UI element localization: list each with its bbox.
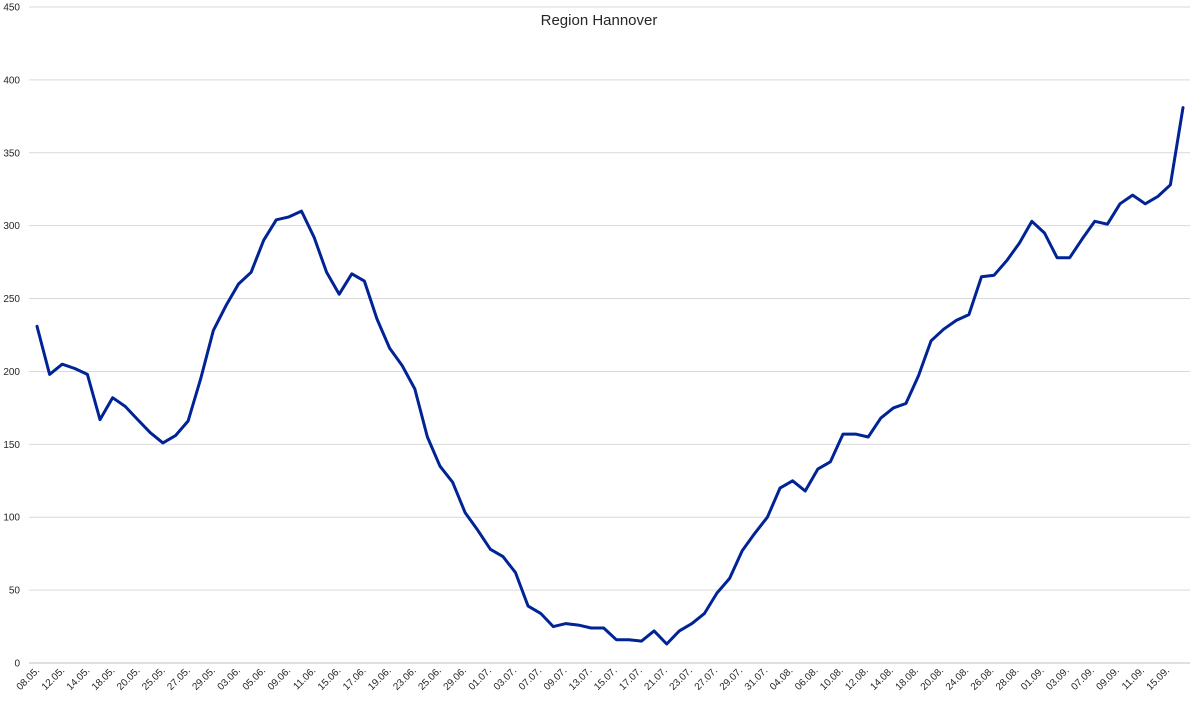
y-tick-label: 50: [9, 586, 21, 597]
y-tick-label: 350: [3, 148, 20, 159]
x-tick-label: 06.08.: [793, 665, 820, 692]
x-tick-label: 09.09.: [1094, 665, 1121, 692]
x-axis-tick-labels: 08.05.12.05.14.05.18.05.20.05.25.05.27.0…: [15, 665, 1172, 692]
y-tick-label: 300: [3, 221, 20, 232]
x-tick-label: 13.07.: [567, 665, 594, 692]
x-tick-label: 03.09.: [1044, 665, 1071, 692]
x-tick-label: 18.05.: [90, 665, 117, 692]
x-tick-label: 03.07.: [492, 665, 519, 692]
x-tick-label: 21.07.: [642, 665, 669, 692]
y-axis-tick-labels: 0 50 100 150 200 250 300 350 400 450: [3, 3, 20, 670]
chart-title: Region Hannover: [541, 12, 658, 29]
x-tick-label: 10.08.: [818, 665, 845, 692]
x-tick-label: 20.08.: [919, 665, 946, 692]
x-tick-label: 29.07.: [718, 665, 745, 692]
y-tick-label: 200: [3, 367, 20, 378]
x-tick-label: 09.06.: [266, 665, 293, 692]
x-tick-label: 07.07.: [517, 665, 544, 692]
x-tick-label: 25.06.: [416, 665, 443, 692]
y-tick-label: 400: [3, 75, 20, 86]
y-tick-label: 100: [3, 513, 20, 524]
x-tick-label: 31.07.: [743, 665, 770, 692]
x-tick-label: 23.07.: [668, 665, 695, 692]
x-tick-label: 01.07.: [467, 665, 494, 692]
x-tick-label: 17.06.: [341, 665, 368, 692]
x-tick-label: 25.05.: [140, 665, 167, 692]
x-tick-label: 11.06.: [291, 665, 318, 692]
x-tick-label: 27.07.: [693, 665, 720, 692]
x-tick-label: 24.08.: [944, 665, 971, 692]
x-tick-label: 14.05.: [65, 665, 92, 692]
x-tick-label: 23.06.: [391, 665, 418, 692]
x-tick-label: 12.08.: [843, 665, 870, 692]
x-tick-label: 20.05.: [115, 665, 142, 692]
x-tick-label: 11.09.: [1120, 665, 1147, 692]
x-tick-label: 15.06.: [316, 665, 343, 692]
x-tick-label: 19.06.: [366, 665, 393, 692]
x-tick-label: 14.08.: [868, 665, 895, 692]
series-line-1: [35, 106, 1185, 646]
x-tick-label: 29.06.: [442, 665, 469, 692]
x-tick-label: 29.05.: [190, 665, 217, 692]
x-tick-label: 03.06.: [216, 665, 243, 692]
y-tick-label: 150: [3, 440, 20, 451]
y-tick-label: 450: [3, 3, 20, 14]
y-tick-label: 250: [3, 294, 20, 305]
x-tick-label: 01.09.: [1019, 665, 1046, 692]
gridlines: [29, 6, 1190, 664]
x-tick-label: 28.08.: [994, 665, 1021, 692]
x-tick-label: 04.08.: [768, 665, 795, 692]
x-tick-label: 18.08.: [894, 665, 921, 692]
x-tick-label: 07.09.: [1069, 665, 1096, 692]
x-tick-label: 26.08.: [969, 665, 996, 692]
x-tick-label: 09.07.: [542, 665, 569, 692]
series-layer: [35, 106, 1185, 646]
x-tick-label: 05.06.: [241, 665, 268, 692]
x-tick-label: 17.07.: [617, 665, 644, 692]
x-tick-label: 12.05.: [40, 665, 67, 692]
y-tick-label: 0: [14, 659, 20, 670]
x-tick-label: 15.07.: [592, 665, 619, 692]
x-tick-label: 15.09.: [1145, 665, 1172, 692]
x-tick-label: 27.05.: [165, 665, 192, 692]
